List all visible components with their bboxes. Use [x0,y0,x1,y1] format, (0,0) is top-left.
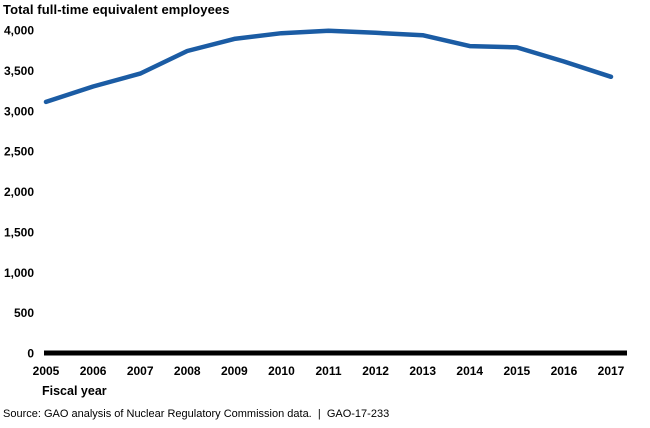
x-tick-label: 2014 [456,364,483,378]
x-tick-label: 2011 [315,364,341,378]
x-tick-label: 2016 [551,364,578,378]
fte-line-chart: 0 500 1,000 1,500 2,000 2,500 3,000 3,500 4,000 2… [4,24,627,378]
x-tick-label: 2012 [362,364,389,378]
x-tick-label: 2006 [80,364,107,378]
x-tick-label: 2010 [268,364,295,378]
x-tick-label: 2015 [503,364,530,378]
x-tick-label: 2017 [598,364,625,378]
x-tick-label: 2007 [127,364,154,378]
x-axis-title: Fiscal year [42,384,107,398]
y-tick-label: 3,500 [4,64,34,78]
y-tick-label: 1,000 [4,266,34,280]
x-axis-line [44,350,627,356]
y-tick-label: 2,500 [4,145,34,159]
x-tick-label: 2013 [409,364,436,378]
source-note: Source: GAO analysis of Nuclear Regulato… [3,408,390,420]
plot-line [43,28,614,105]
y-tick-label: 4,000 [4,24,34,38]
y-tick-label: 500 [14,306,34,320]
x-tick-label: 2009 [221,364,248,378]
y-tick-label: 1,500 [4,225,34,239]
x-tick-label: 2005 [33,364,60,378]
y-tick-label: 3,000 [4,104,34,118]
chart-title: Total full-time equivalent employees [3,2,230,17]
y-tick-label: 0 [27,347,34,361]
x-tick-label: 2008 [174,364,201,378]
y-tick-label: 2,000 [4,185,34,199]
